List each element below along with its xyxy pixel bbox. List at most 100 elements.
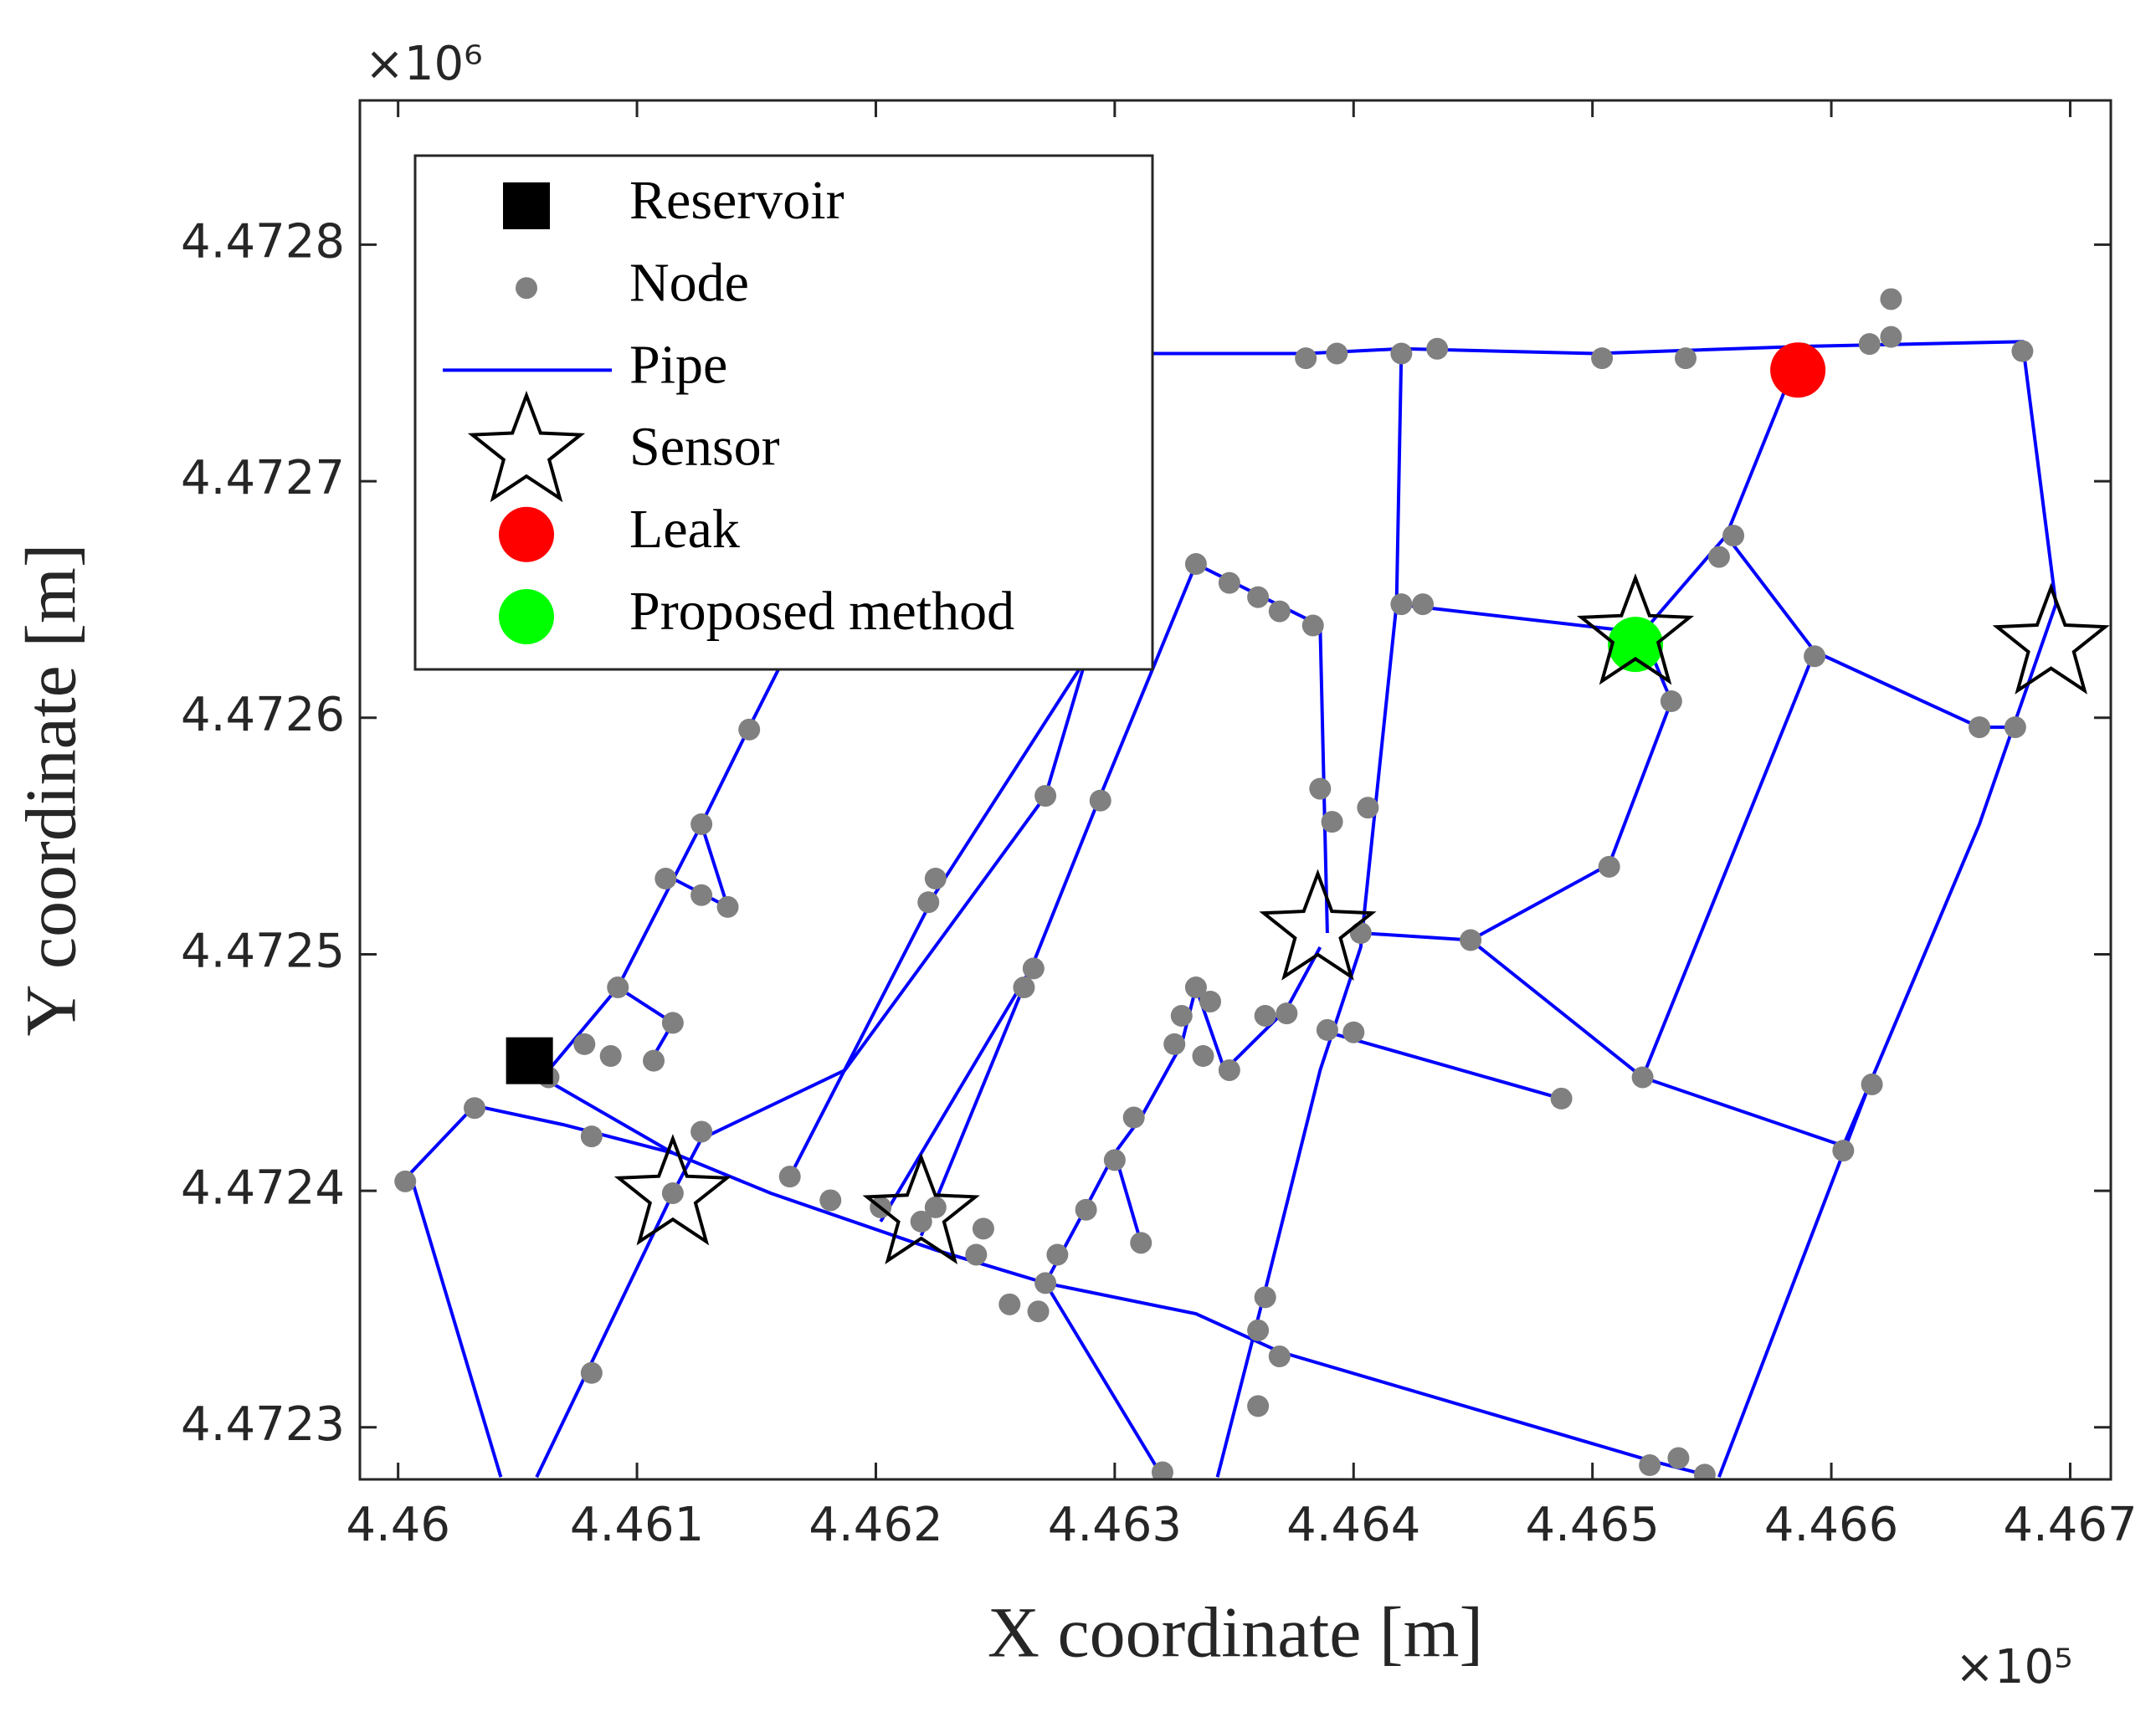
sensor <box>1259 869 1377 981</box>
node <box>1969 716 1991 739</box>
node <box>1163 1033 1186 1055</box>
legend-label: Reservoir <box>629 170 844 231</box>
node <box>1301 614 1324 637</box>
node <box>819 1189 842 1212</box>
x-exponent: ×10⁵ <box>1955 1640 2073 1694</box>
y-exponent: ×10⁶ <box>365 37 483 91</box>
node <box>1460 929 1482 951</box>
sensor <box>1992 582 2110 695</box>
node <box>1667 1447 1690 1469</box>
legend-box <box>413 154 1154 671</box>
node <box>1326 342 1348 365</box>
node <box>1122 1106 1145 1129</box>
legend-symbol <box>503 182 550 229</box>
node <box>1034 1272 1057 1294</box>
node <box>1357 797 1379 819</box>
sensor <box>1576 573 1695 685</box>
node <box>924 1196 947 1218</box>
node <box>607 976 629 999</box>
node <box>1321 811 1343 833</box>
x-tick-label: 4.466 <box>1764 1498 1898 1552</box>
reservoir <box>506 1037 553 1084</box>
y-tick-label: 4.4728 <box>181 215 345 269</box>
node <box>1722 525 1745 547</box>
pipe <box>1717 603 2058 1478</box>
node <box>924 868 947 890</box>
node <box>1276 1002 1298 1025</box>
legend-symbol <box>499 589 554 644</box>
node <box>1218 1058 1240 1081</box>
node <box>1013 976 1035 999</box>
node <box>690 1120 713 1143</box>
node <box>1707 546 1730 568</box>
legend: Reservoir Node Pipe Sensor Leak Proposed meth… <box>413 154 1154 671</box>
node <box>1861 1073 1883 1095</box>
leak <box>1770 342 1826 398</box>
pipe <box>1319 1028 1563 1100</box>
legend-symbol <box>467 390 586 503</box>
node <box>1631 1066 1654 1089</box>
node <box>1660 689 1682 712</box>
pipe <box>788 658 1088 1178</box>
node <box>1089 789 1111 812</box>
legend-label: Proposed method <box>629 581 1014 642</box>
node <box>1309 777 1332 800</box>
node <box>1674 347 1697 370</box>
node <box>1268 1346 1291 1368</box>
legend-label: Leak <box>629 499 740 560</box>
pipe <box>1043 946 1322 1479</box>
axes: 4.46 4.461 4.462 4.463 4.464 4.465 4.466 4.467 4… <box>181 99 2138 1552</box>
node <box>1103 1149 1126 1171</box>
node <box>1316 1018 1338 1041</box>
pipe <box>1469 938 1644 1079</box>
node <box>2011 340 2034 362</box>
x-tick-label: 4.461 <box>570 1498 704 1552</box>
node <box>1550 1087 1573 1110</box>
pipe <box>535 658 1088 1479</box>
node <box>965 1243 988 1266</box>
node <box>1598 855 1620 878</box>
node <box>1199 990 1222 1012</box>
node <box>1151 1461 1173 1479</box>
node <box>1880 288 1902 310</box>
node <box>580 1125 603 1148</box>
node <box>910 1210 932 1233</box>
node <box>716 895 739 918</box>
pipe <box>879 561 1329 1222</box>
x-tick-label: 4.464 <box>1286 1498 1420 1552</box>
x-tick-label: 4.465 <box>1526 1498 1660 1552</box>
node <box>1412 593 1435 616</box>
legend-label: Node <box>629 252 749 313</box>
node <box>998 1293 1021 1315</box>
node <box>1218 572 1240 594</box>
node <box>661 1181 684 1204</box>
x-axis-label: X coordinate [m] <box>988 1592 1483 1673</box>
node <box>573 1033 596 1055</box>
node <box>1804 645 1826 668</box>
legend-label: Sensor <box>629 417 780 478</box>
node <box>917 891 940 914</box>
node <box>1426 337 1449 360</box>
node <box>1247 586 1270 608</box>
node <box>661 1012 684 1034</box>
legend-label: Pipe <box>629 335 727 396</box>
node <box>1130 1232 1152 1254</box>
node <box>654 868 677 890</box>
node <box>778 1166 801 1188</box>
node <box>1034 785 1057 807</box>
node <box>1075 1198 1097 1221</box>
node <box>690 884 713 906</box>
node <box>1046 1243 1069 1266</box>
node <box>1295 347 1317 370</box>
node <box>1832 1140 1855 1162</box>
node <box>463 1097 485 1120</box>
x-tick-label: 4.467 <box>2003 1498 2137 1552</box>
node <box>1268 600 1291 623</box>
plot-area <box>394 288 2110 1479</box>
node <box>1254 1286 1276 1309</box>
legend-symbol <box>499 506 554 562</box>
node <box>1192 1045 1214 1068</box>
pipe <box>1640 650 1871 1148</box>
